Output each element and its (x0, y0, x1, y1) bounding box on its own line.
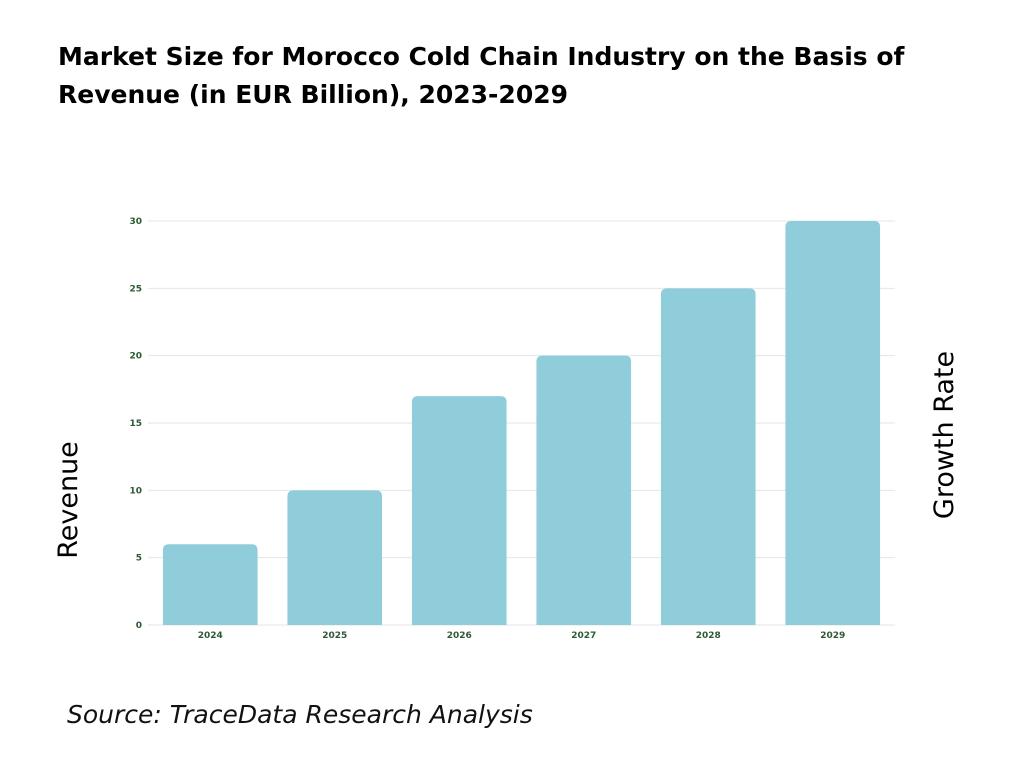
bar-2027 (536, 355, 632, 625)
x-tick-label: 2025 (322, 631, 347, 641)
bar-2024 (162, 544, 258, 625)
bar-2025 (287, 490, 383, 625)
chart-title: Market Size for Morocco Cold Chain Indus… (58, 42, 905, 109)
y-tick-label: 5 (136, 554, 142, 564)
secondary-y-axis-label: Growth Rate (929, 351, 960, 519)
y-axis-ticks: 0 5 10 15 20 25 30 (129, 217, 142, 631)
bars (162, 221, 881, 625)
bar-2028 (660, 288, 756, 625)
gridlines (148, 220, 895, 626)
source-note: Source: TraceData Research Analysis (67, 700, 533, 729)
y-tick-label: 0 (136, 621, 142, 631)
x-axis-ticks: 2024 2025 2026 2027 2028 2029 (198, 631, 846, 641)
y-tick-label: 15 (129, 419, 142, 429)
x-tick-label: 2027 (571, 631, 596, 641)
x-tick-label: 2024 (198, 631, 223, 641)
y-tick-label: 20 (129, 352, 142, 362)
y-tick-label: 30 (129, 217, 142, 227)
y-tick-label: 25 (129, 284, 142, 294)
x-tick-label: 2028 (696, 631, 721, 641)
y-axis-label: Revenue (53, 441, 84, 559)
x-tick-label: 2026 (447, 631, 472, 641)
x-tick-label: 2029 (820, 631, 845, 641)
bar-2026 (411, 396, 507, 625)
bar-2029 (785, 221, 881, 625)
y-tick-label: 10 (129, 486, 142, 496)
